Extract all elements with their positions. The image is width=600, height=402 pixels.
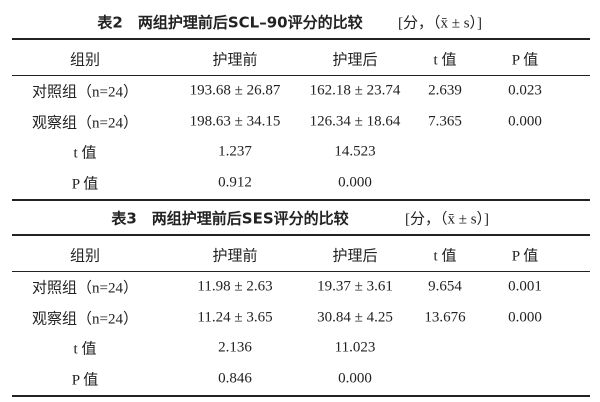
- cell: 13.676: [424, 309, 466, 325]
- cell: 126.34 ± 18.64: [309, 113, 401, 129]
- header-cell: P 值: [511, 248, 539, 265]
- cell: 0.001: [508, 278, 542, 295]
- top-rule: [12, 234, 590, 236]
- bottom-rule: [12, 199, 590, 201]
- bottom-rule: [12, 395, 590, 397]
- header-rule: [12, 75, 590, 76]
- header-cell: t 值: [433, 248, 457, 265]
- cell: 0.000: [508, 113, 542, 129]
- cell: 对照组（n=24）: [32, 84, 138, 101]
- cell: 对照组（n=24）: [32, 280, 138, 297]
- header-cell: 护理后: [332, 52, 378, 69]
- table-title: 表2 两组护理前后SCL–90评分的比较: [97, 13, 363, 32]
- cell: 11.24 ± 3.65: [197, 309, 273, 325]
- cell: P 值: [71, 372, 99, 388]
- cell: 观察组（n=24）: [32, 115, 138, 131]
- header-cell: 护理后: [332, 248, 378, 265]
- cell: 0.000: [338, 370, 372, 386]
- cell: 0.000: [508, 309, 542, 325]
- table-title: 表3 两组护理前后SES评分的比较: [111, 209, 349, 228]
- cell: 9.654: [428, 278, 462, 295]
- cell: 14.523: [334, 143, 376, 160]
- cell: 0.846: [218, 370, 252, 386]
- header-rule: [12, 271, 590, 272]
- cell: 2.136: [218, 339, 252, 356]
- cell: 2.639: [428, 82, 462, 99]
- header-cell: 组别: [69, 52, 101, 69]
- cell: 1.237: [218, 143, 252, 160]
- cell: 0.912: [218, 174, 252, 190]
- cell: 0.023: [508, 82, 542, 99]
- cell: 198.63 ± 34.15: [189, 113, 281, 129]
- table-unit: [分，（x̄ ± s）]: [397, 15, 483, 32]
- cell: 193.68 ± 26.87: [189, 82, 281, 99]
- header-cell: 组别: [69, 248, 101, 265]
- cell: 19.37 ± 3.61: [317, 278, 393, 295]
- cell: 观察组（n=24）: [32, 311, 138, 327]
- header-cell: P 值: [511, 52, 539, 69]
- cell: 11.023: [334, 339, 376, 356]
- cell: t 值: [73, 341, 97, 358]
- header-cell: 护理前: [212, 52, 258, 69]
- cell: 30.84 ± 4.25: [317, 309, 393, 325]
- cell: 7.365: [428, 113, 462, 129]
- header-cell: 护理前: [212, 248, 258, 265]
- table-unit: [分，（x̄ ± s）]: [404, 211, 490, 228]
- cell: 0.000: [338, 174, 372, 190]
- cell: P 值: [71, 176, 99, 192]
- cell: t 值: [73, 145, 97, 162]
- cell: 11.98 ± 2.63: [197, 278, 273, 295]
- cell: 162.18 ± 23.74: [309, 82, 401, 99]
- header-cell: t 值: [433, 52, 457, 69]
- top-rule: [12, 38, 590, 40]
